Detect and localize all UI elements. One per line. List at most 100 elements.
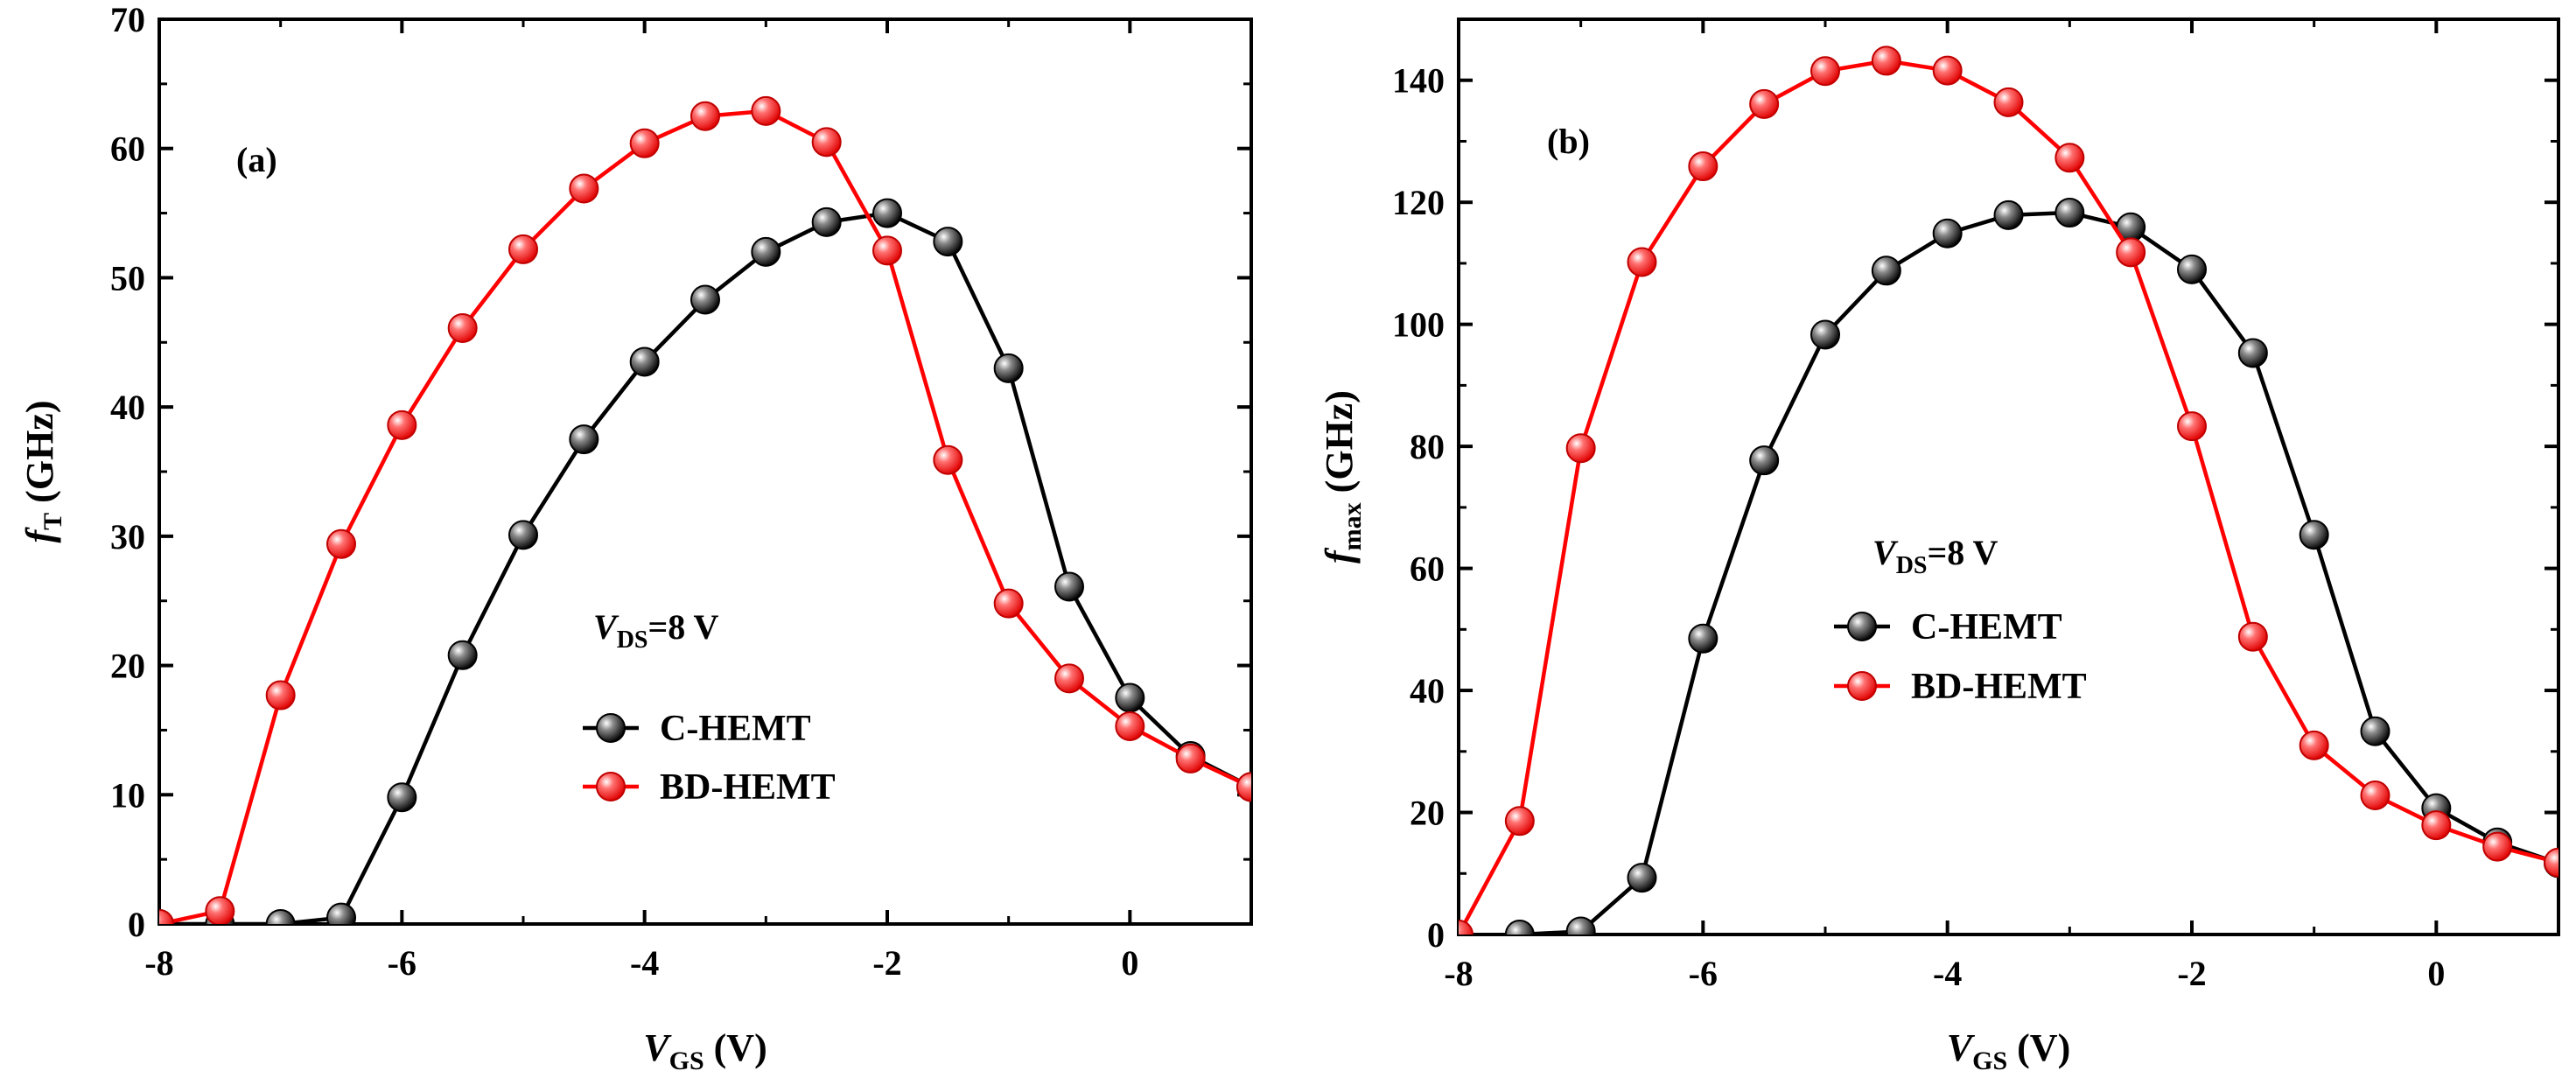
y-tick-label: 30 — [110, 517, 145, 556]
y-tick-label: 10 — [110, 775, 145, 815]
y-tick-label: 40 — [1410, 671, 1445, 710]
data-point — [447, 313, 478, 344]
series-bd-hemt — [159, 95, 1251, 924]
series-line-bd-hemt — [1459, 59, 2558, 934]
series-c-hemt — [159, 198, 1251, 924]
x-axis-title: VGS (V) — [643, 1026, 766, 1075]
data-point — [1054, 571, 1084, 602]
data-point — [2482, 831, 2513, 862]
data-point — [1504, 920, 1535, 934]
data-point — [387, 782, 417, 813]
data-point — [2054, 143, 2085, 173]
data-point — [1993, 200, 2024, 230]
y-tick-label: 0 — [1427, 915, 1445, 955]
series-c-hemt — [1504, 198, 2558, 934]
data-point — [690, 101, 720, 131]
data-point — [1810, 319, 1840, 350]
data-point — [1749, 445, 1780, 476]
data-point — [2360, 716, 2390, 746]
chart-panel-b: 0 20 40 60 80 100 120 140 -8 -6 -4 -2 0 VGS (V) fmax (… — [1318, 18, 2560, 1075]
data-point — [2116, 237, 2146, 268]
legend-marker-c-hemt — [1847, 612, 1877, 641]
data-point — [629, 128, 660, 158]
data-point — [2177, 254, 2207, 284]
x-tick-label: 0 — [1121, 943, 1138, 983]
data-point — [872, 235, 902, 266]
data-point — [1810, 56, 1840, 87]
series-line-c-hemt — [1519, 210, 2558, 934]
data-point — [387, 410, 417, 440]
data-point — [1749, 88, 1780, 119]
chart-panel-a: 0 10 20 30 40 50 60 70 -8 -6 -4 -2 0 VGS (V) fT (GHz) (… — [18, 0, 1253, 1075]
data-point — [1688, 151, 1718, 182]
data-point — [1459, 920, 1474, 934]
data-point — [326, 902, 356, 924]
data-point — [1115, 682, 1145, 713]
legend-label-c-hemt: C-HEMT — [660, 709, 811, 749]
data-point — [1236, 772, 1251, 802]
data-point — [2237, 338, 2268, 368]
data-point — [1688, 623, 1718, 654]
x-tick-label: -8 — [144, 943, 173, 983]
plot-frame — [1457, 18, 2560, 936]
data-point — [993, 588, 1024, 619]
data-point — [2054, 198, 2085, 228]
data-point — [569, 424, 599, 455]
x-tick-label: -2 — [872, 943, 901, 983]
data-point — [1054, 663, 1084, 694]
y-tick-label: 80 — [1410, 427, 1445, 466]
vds-annotation: VDS=8 V — [1872, 533, 1998, 579]
y-axis-title: fT (GHz) — [18, 401, 67, 543]
data-point — [2360, 780, 2390, 811]
x-tick-label: -4 — [630, 943, 659, 983]
data-point — [1627, 247, 1657, 277]
data-point — [205, 896, 235, 924]
y-tick-label: 40 — [110, 388, 145, 427]
data-point — [569, 173, 599, 204]
y-tick-label: 60 — [110, 130, 145, 169]
data-point — [2177, 411, 2207, 442]
data-point — [159, 909, 174, 924]
data-point — [811, 127, 842, 158]
data-point — [1932, 55, 1963, 86]
data-point — [1627, 863, 1657, 893]
y-tick-label: 0 — [128, 905, 145, 944]
data-point — [265, 909, 296, 924]
y-tick-label: 50 — [110, 258, 145, 298]
data-point — [690, 284, 720, 315]
data-point — [2544, 847, 2558, 878]
y-tick-label: 120 — [1392, 183, 1445, 222]
data-point — [1871, 46, 1901, 76]
data-point — [1565, 916, 1596, 934]
y-tick-label: 60 — [1410, 550, 1445, 589]
data-point — [1871, 256, 1901, 286]
vds-annotation: VDS=8 V — [593, 607, 719, 654]
series-bd-hemt — [1459, 46, 2558, 934]
data-point — [872, 198, 902, 228]
data-point — [265, 680, 296, 710]
data-point — [1504, 806, 1535, 836]
series-line-c-hemt — [159, 211, 1251, 924]
x-tick-label: -8 — [1444, 954, 1473, 993]
x-tick-label: -6 — [388, 943, 416, 983]
x-axis-title: VGS (V) — [1947, 1026, 2070, 1075]
data-point — [2421, 810, 2452, 841]
x-tick-label: 0 — [2427, 954, 2445, 993]
data-point — [326, 528, 356, 559]
data-point — [1115, 710, 1145, 741]
legend-label-bd-hemt: BD-HEMT — [660, 767, 836, 808]
x-tick-label: -6 — [1689, 954, 1718, 993]
data-point — [811, 206, 842, 237]
data-point — [508, 520, 538, 550]
data-point — [629, 346, 660, 377]
x-tick-label: -2 — [2177, 954, 2206, 993]
legend-marker-bd-hemt — [1847, 671, 1877, 701]
data-point — [447, 640, 478, 670]
data-point — [933, 444, 963, 475]
data-point — [1175, 743, 1206, 774]
data-point — [1932, 218, 1963, 248]
panel-label: (b) — [1547, 122, 1590, 161]
legend-label-bd-hemt: BD-HEMT — [1911, 667, 2087, 707]
legend-marker-bd-hemt — [596, 772, 626, 802]
